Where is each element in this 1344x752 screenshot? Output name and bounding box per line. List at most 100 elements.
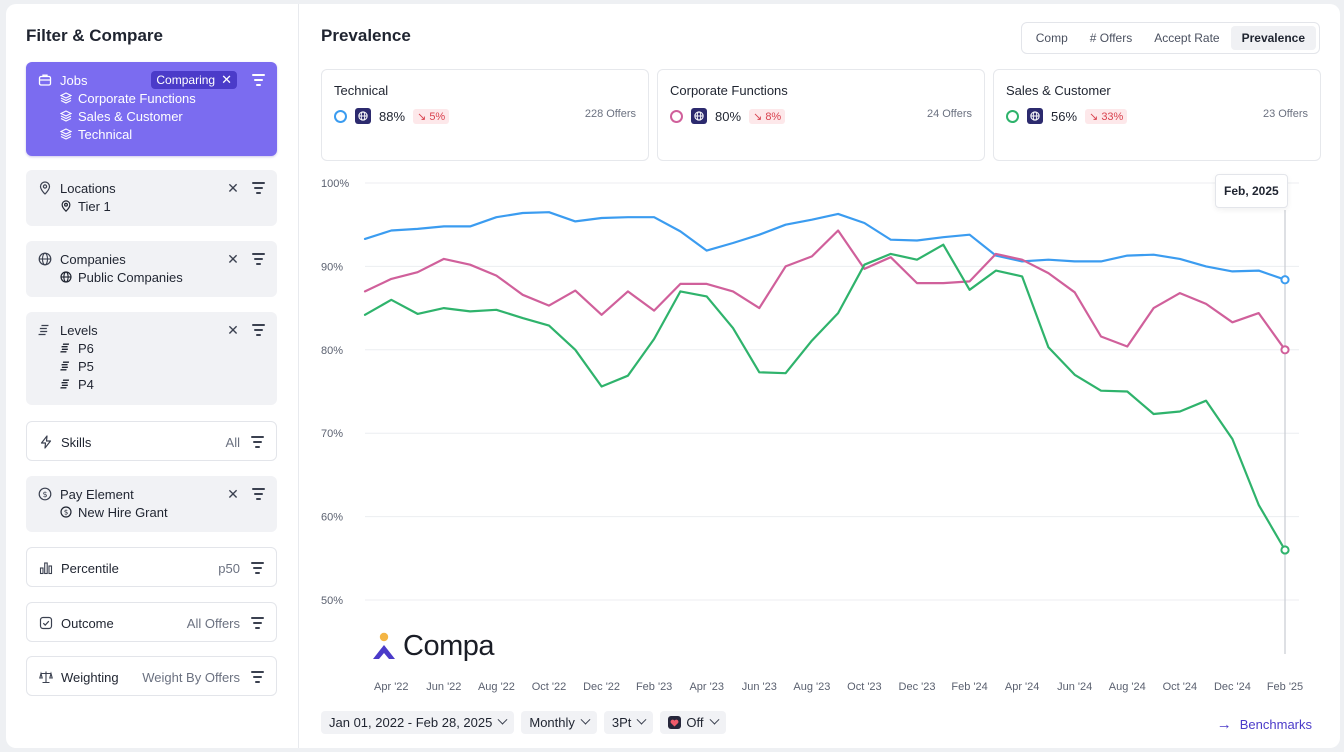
filter-outcome[interactable]: Outcome All Offers bbox=[26, 602, 277, 642]
close-icon[interactable]: ✕ bbox=[227, 250, 239, 267]
interval-dropdown[interactable]: Monthly bbox=[521, 711, 597, 734]
globe-icon bbox=[1027, 108, 1043, 124]
change-badge: ↘ 8% bbox=[749, 108, 786, 124]
globe-icon bbox=[60, 271, 72, 283]
date-range-dropdown[interactable]: Jan 01, 2022 - Feb 28, 2025 bbox=[321, 711, 515, 734]
lightning-icon bbox=[39, 435, 53, 449]
change-value: 8% bbox=[765, 110, 782, 123]
interval-label: Monthly bbox=[529, 715, 575, 730]
y-tick-label: 90% bbox=[321, 261, 343, 273]
tab-offers[interactable]: # Offers bbox=[1089, 31, 1133, 45]
summary-cards: Technical 88% ↘ 5% 228 Offers Corporate … bbox=[321, 69, 1321, 161]
card-offers-count: 23 Offers bbox=[1262, 108, 1308, 120]
x-tick-label: Apr '23 bbox=[689, 681, 724, 693]
close-icon[interactable]: ✕ bbox=[227, 179, 239, 196]
compa-logo: Compa bbox=[371, 630, 495, 663]
series-marker-icon bbox=[670, 109, 683, 123]
briefcase-icon bbox=[38, 73, 52, 87]
filter-icon[interactable] bbox=[250, 436, 264, 448]
filter-jobs-label: Jobs bbox=[60, 72, 88, 88]
filter-companies[interactable]: Companies ✕ Public Companies bbox=[26, 241, 277, 297]
filter-icon[interactable] bbox=[251, 253, 265, 265]
logo-text: Compa bbox=[403, 630, 495, 662]
svg-text:$: $ bbox=[42, 490, 47, 499]
list-item: Corporate Functions bbox=[60, 89, 265, 107]
series-line bbox=[363, 243, 1287, 552]
filter-percentile[interactable]: Percentile p50 bbox=[26, 547, 277, 587]
stack-icon bbox=[38, 323, 52, 337]
app-window: Filter & Compare Jobs Comparing ✕ Corpora… bbox=[6, 4, 1340, 748]
chevron-down-icon bbox=[709, 714, 719, 725]
overlay-toggle-dropdown[interactable]: Off bbox=[660, 711, 726, 734]
card-offers-count: 24 Offers bbox=[926, 108, 972, 120]
job-item-label: Sales & Customer bbox=[78, 108, 183, 124]
summary-card-sales-customer[interactable]: Sales & Customer 56% ↘ 33% 23 Offers bbox=[993, 69, 1321, 161]
x-tick-label: Jun '23 bbox=[742, 681, 777, 693]
page-title: Prevalence bbox=[321, 26, 411, 45]
filter-locations[interactable]: Locations ✕ Tier 1 bbox=[26, 170, 277, 226]
smoothing-dropdown[interactable]: 3Pt bbox=[603, 711, 654, 734]
series-endpoint bbox=[1280, 545, 1290, 555]
filter-skills[interactable]: Skills All bbox=[26, 421, 277, 461]
x-tick-label: Feb '24 bbox=[951, 681, 987, 693]
y-tick-label: 70% bbox=[321, 428, 343, 440]
overlay-toggle-label: Off bbox=[686, 715, 704, 730]
close-icon[interactable]: ✕ bbox=[227, 485, 239, 502]
filter-skills-value: All bbox=[225, 434, 240, 450]
filter-icon[interactable] bbox=[250, 671, 264, 683]
summary-card-technical[interactable]: Technical 88% ↘ 5% 228 Offers bbox=[321, 69, 649, 161]
chart-controls: Jan 01, 2022 - Feb 28, 2025 Monthly 3Pt … bbox=[321, 711, 726, 734]
card-title: Technical bbox=[334, 83, 389, 98]
y-tick-label: 50% bbox=[321, 595, 343, 607]
level-item-label: P6 bbox=[78, 340, 94, 356]
layers-icon bbox=[60, 110, 72, 122]
tab-accept-rate[interactable]: Accept Rate bbox=[1154, 31, 1220, 45]
filter-icon[interactable] bbox=[251, 488, 265, 500]
filter-icon[interactable] bbox=[251, 182, 265, 194]
svg-text:$: $ bbox=[64, 509, 68, 517]
globe-icon bbox=[38, 252, 52, 266]
filter-percentile-label: Percentile bbox=[61, 560, 119, 576]
filter-locations-label: Locations bbox=[60, 180, 116, 196]
tab-comp[interactable]: Comp bbox=[1035, 31, 1068, 45]
metric-tabs: Comp # Offers Accept Rate Prevalence bbox=[1020, 22, 1320, 54]
globe-icon bbox=[355, 108, 371, 124]
close-icon[interactable]: ✕ bbox=[227, 321, 239, 338]
filter-icon[interactable] bbox=[250, 617, 264, 629]
sidebar-title: Filter & Compare bbox=[26, 26, 163, 45]
list-item: Public Companies bbox=[60, 268, 265, 286]
x-tick-label: Dec '22 bbox=[583, 681, 620, 693]
x-tick-label: Apr '22 bbox=[374, 681, 409, 693]
summary-card-corporate-functions[interactable]: Corporate Functions 80% ↘ 8% 24 Offers bbox=[657, 69, 985, 161]
arrow-right-icon: → bbox=[1216, 716, 1232, 733]
layers-icon bbox=[60, 128, 72, 140]
prevalence-line-chart[interactable]: 100% 90% 80% 70% 60% 50% Apr '22 Jun '22 Aug '22… bbox=[299, 4, 1340, 704]
layers-icon bbox=[60, 92, 72, 104]
stack-icon bbox=[60, 360, 72, 372]
close-icon[interactable]: ✕ bbox=[221, 72, 232, 87]
series-marker-icon bbox=[334, 109, 347, 123]
x-tick-label: Dec '23 bbox=[899, 681, 936, 693]
filter-icon[interactable] bbox=[250, 562, 264, 574]
series-line bbox=[363, 211, 1287, 281]
filter-jobs[interactable]: Jobs Comparing ✕ Corporate Functions Sale… bbox=[26, 62, 277, 156]
chevron-down-icon bbox=[497, 714, 508, 725]
comparing-badge: Comparing ✕ bbox=[151, 71, 237, 89]
compa-logo-icon bbox=[373, 632, 395, 659]
filter-icon[interactable] bbox=[251, 74, 265, 86]
tab-prevalence[interactable]: Prevalence bbox=[1230, 26, 1316, 50]
filter-levels[interactable]: Levels ✕ P6 P5 P4 bbox=[26, 312, 277, 405]
filter-icon[interactable] bbox=[251, 324, 265, 336]
benchmarks-link[interactable]: → Benchmarks bbox=[1217, 716, 1312, 733]
chevron-down-icon bbox=[636, 714, 647, 725]
filter-pay-element[interactable]: $ Pay Element ✕ $ New Hire Grant bbox=[26, 476, 277, 532]
dollar-icon: $ bbox=[60, 506, 72, 518]
x-tick-label: Feb '25 bbox=[1267, 681, 1303, 693]
filter-sidebar: Filter & Compare Jobs Comparing ✕ Corpora… bbox=[6, 4, 299, 748]
filter-weighting[interactable]: Weighting Weight By Offers bbox=[26, 656, 277, 696]
card-offers-count: 228 Offers bbox=[584, 108, 636, 120]
company-item-label: Public Companies bbox=[78, 269, 183, 285]
location-item-label: Tier 1 bbox=[78, 198, 111, 214]
list-item: Sales & Customer bbox=[60, 107, 265, 125]
dollar-icon: $ bbox=[38, 487, 52, 501]
